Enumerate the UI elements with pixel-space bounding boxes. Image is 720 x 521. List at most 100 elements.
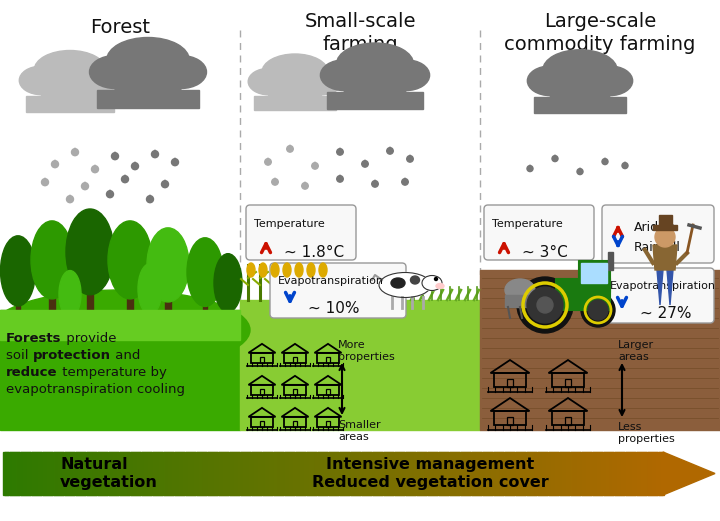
Ellipse shape [114, 70, 153, 97]
Polygon shape [265, 158, 271, 163]
Bar [166, 298, 171, 322]
Ellipse shape [147, 228, 189, 302]
Bar [559, 452, 563, 495]
Bar [608, 252, 613, 270]
Polygon shape [42, 178, 48, 183]
Bar [647, 452, 651, 495]
Circle shape [265, 159, 271, 165]
Ellipse shape [247, 263, 255, 277]
Bar [326, 389, 330, 395]
Bar [225, 452, 228, 495]
Bar [617, 452, 620, 495]
Bar [388, 452, 391, 495]
Bar [653, 225, 677, 230]
Text: Large-scale
commodity farming: Large-scale commodity farming [504, 12, 696, 54]
Bar [438, 452, 442, 495]
Bar [326, 452, 330, 495]
Polygon shape [372, 180, 378, 184]
Polygon shape [272, 178, 278, 182]
Circle shape [527, 287, 563, 323]
Bar [551, 452, 554, 495]
Bar [258, 452, 261, 495]
Ellipse shape [271, 263, 279, 277]
Ellipse shape [143, 70, 182, 97]
Bar [0, 310, 240, 430]
Bar [552, 411, 584, 425]
Bar [624, 452, 626, 495]
Bar [357, 452, 361, 495]
Bar [148, 452, 151, 495]
Bar [260, 389, 264, 395]
Polygon shape [312, 162, 318, 167]
Bar [58, 452, 61, 495]
Ellipse shape [549, 79, 584, 104]
Bar [489, 452, 492, 495]
Bar [496, 452, 499, 495]
Bar [436, 452, 440, 495]
Bar [130, 452, 134, 495]
Text: More
properties: More properties [338, 340, 395, 362]
Bar [544, 452, 547, 495]
Bar [368, 452, 372, 495]
Bar [40, 452, 44, 495]
Bar [115, 452, 118, 495]
Bar [80, 452, 84, 495]
Bar [456, 452, 459, 495]
Bar [645, 452, 649, 495]
Bar [463, 452, 466, 495]
Bar [318, 452, 321, 495]
Ellipse shape [391, 278, 405, 288]
Polygon shape [337, 175, 343, 180]
Bar [25, 452, 28, 495]
Bar [104, 452, 107, 495]
Circle shape [655, 227, 675, 247]
Bar [159, 452, 163, 495]
Ellipse shape [40, 79, 74, 103]
Bar [491, 452, 495, 495]
Polygon shape [107, 190, 113, 195]
Circle shape [581, 293, 615, 327]
Polygon shape [162, 180, 168, 185]
Polygon shape [67, 195, 73, 200]
Bar [632, 452, 636, 495]
Bar [441, 452, 444, 495]
Bar [482, 452, 486, 495]
Bar [190, 452, 193, 495]
Bar [293, 389, 297, 395]
Bar [403, 452, 407, 495]
Bar [107, 452, 109, 495]
Bar [294, 452, 297, 495]
Circle shape [387, 147, 393, 154]
Bar [524, 452, 528, 495]
Circle shape [302, 183, 308, 189]
Bar [454, 452, 457, 495]
Bar [217, 452, 220, 495]
Bar [507, 379, 513, 387]
Polygon shape [653, 245, 677, 270]
Bar [630, 452, 633, 495]
Bar [260, 357, 264, 363]
Bar [565, 379, 571, 387]
Bar [135, 452, 138, 495]
Bar [449, 452, 453, 495]
Bar [177, 452, 180, 495]
Ellipse shape [307, 263, 315, 277]
Bar [287, 452, 290, 495]
Bar [503, 452, 505, 495]
Bar [528, 452, 532, 495]
Ellipse shape [382, 60, 430, 91]
Bar [588, 452, 591, 495]
Bar [593, 452, 596, 495]
Text: Small-scale
farming: Small-scale farming [305, 12, 415, 54]
Bar [161, 452, 165, 495]
Bar [86, 452, 90, 495]
Bar [65, 452, 68, 495]
Bar [430, 452, 433, 495]
Bar [507, 417, 513, 425]
Bar [608, 452, 611, 495]
Bar [291, 452, 294, 495]
Bar [328, 452, 332, 495]
Bar [111, 452, 114, 495]
Bar [333, 452, 336, 495]
Bar [138, 452, 140, 495]
